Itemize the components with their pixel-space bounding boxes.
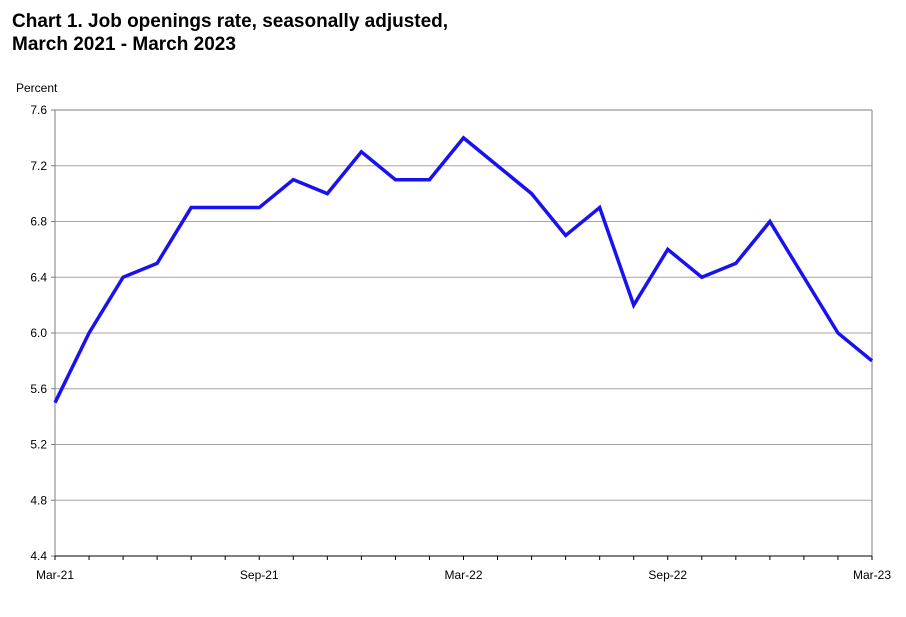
y-tick-label: 7.6 [30, 103, 47, 117]
x-tick-label: Mar-22 [444, 568, 482, 582]
y-tick-label: 4.4 [30, 549, 47, 563]
data-point [632, 304, 635, 307]
data-point [190, 206, 193, 209]
y-tick-label: 5.6 [30, 382, 47, 396]
x-tick-label: Sep-22 [648, 568, 687, 582]
series-line [53, 135, 874, 404]
y-tick-label: 6.0 [30, 326, 47, 340]
data-point [224, 206, 227, 209]
chart-title: Chart 1. Job openings rate, seasonally a… [12, 10, 448, 56]
data-point [598, 206, 601, 209]
y-tick-label: 4.8 [30, 493, 47, 507]
data-point [292, 178, 295, 181]
data-point [700, 276, 703, 279]
data-point [836, 332, 839, 335]
x-tick-label: Sep-21 [240, 568, 279, 582]
data-point [156, 262, 159, 265]
data-point [258, 206, 261, 209]
data-point [666, 248, 669, 251]
data-point [326, 192, 329, 195]
y-axis-label: Percent [16, 81, 58, 95]
y-tick-label: 6.4 [30, 270, 47, 284]
data-point [768, 220, 771, 223]
data-point [394, 178, 397, 181]
data-point [496, 164, 499, 167]
chart-title-line-1: Chart 1. Job openings rate, seasonally a… [12, 11, 449, 32]
data-point [54, 401, 57, 404]
data-point [564, 234, 567, 237]
y-tick-label: 6.8 [30, 215, 47, 229]
data-point [734, 262, 737, 265]
data-point [871, 359, 874, 362]
data-point [88, 332, 91, 335]
data-point [530, 192, 533, 195]
data-point [428, 178, 431, 181]
x-tick-label: Mar-23 [853, 568, 891, 582]
data-point [360, 150, 363, 153]
data-point [802, 276, 805, 279]
chart-title-line-2: March 2021 - March 2023 [12, 34, 236, 55]
y-tick-label: 7.2 [30, 159, 47, 173]
x-tick-label: Mar-21 [36, 568, 74, 582]
data-point [462, 136, 465, 139]
y-tick-label: 5.2 [30, 438, 47, 452]
data-point [122, 276, 125, 279]
